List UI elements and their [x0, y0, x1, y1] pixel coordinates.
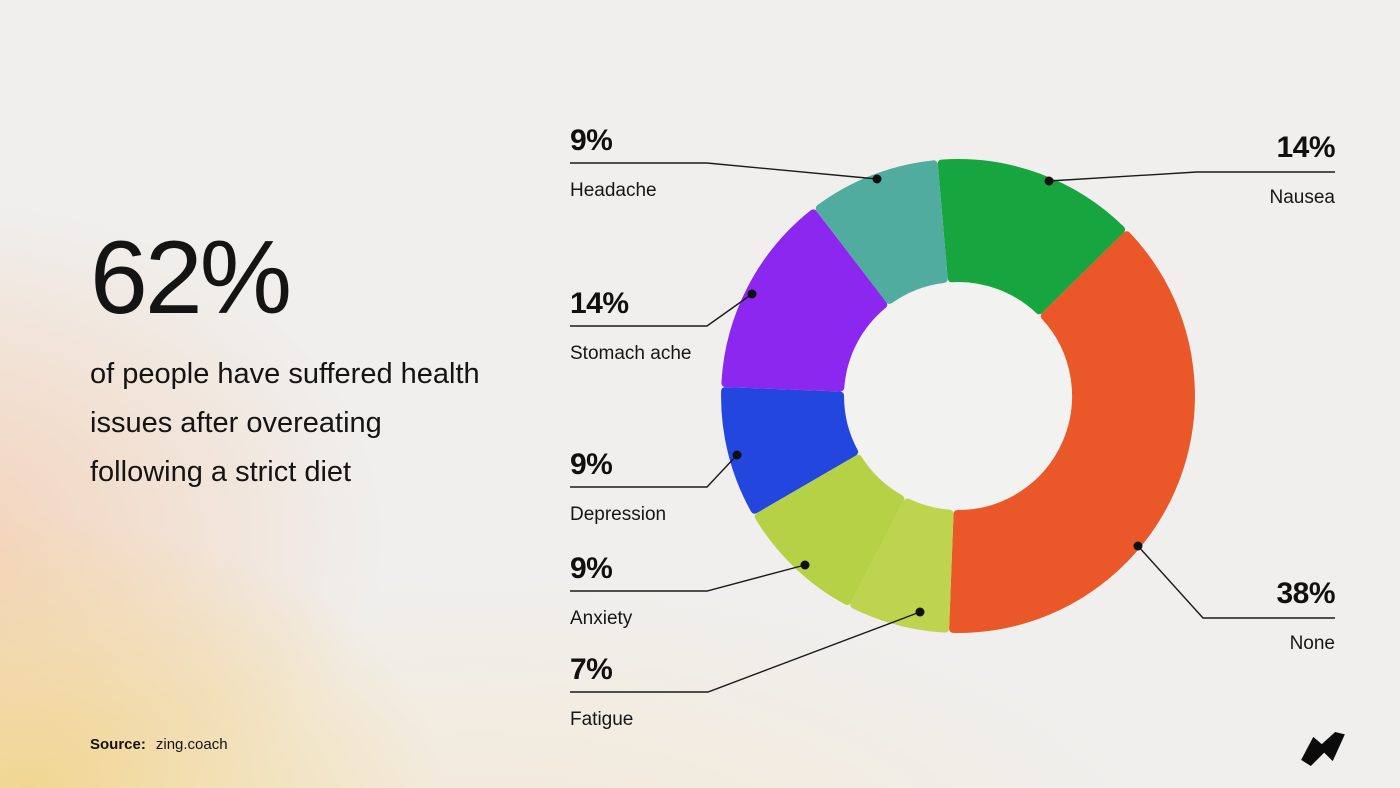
leader-dot-stomach-ache [747, 289, 757, 299]
leader-dot-nausea [1044, 176, 1054, 186]
source-value: zing.coach [155, 736, 228, 753]
leader-line-anxiety [570, 564, 806, 592]
donut-hole [845, 283, 1071, 509]
callout-percent: 14% [1276, 131, 1335, 164]
callout-nausea: 14% Nausea [1270, 131, 1336, 209]
segment-nausea [937, 159, 1126, 315]
segment-anxiety [754, 454, 905, 605]
segment-fatigue [850, 498, 954, 633]
leader-dot-fatigue [915, 607, 925, 617]
callout-percent: 14% [570, 287, 629, 320]
callout-percent: 9% [570, 552, 613, 585]
source-note: Source: zing.coach [90, 736, 228, 753]
leader-dot-anxiety [800, 560, 810, 570]
callout-fatigue: 7% Fatigue [570, 653, 633, 731]
callout-category: None [1289, 633, 1335, 654]
callout-percent: 9% [570, 124, 613, 157]
callout-percent: 38% [1276, 577, 1335, 610]
callout-category: Anxiety [570, 608, 633, 629]
headline-stat: 62% [90, 220, 292, 336]
leader-dot-depression [732, 450, 742, 460]
segment-depression [721, 387, 859, 514]
callout-depression: 9% Depression [570, 448, 666, 526]
callout-category: Nausea [1269, 187, 1336, 208]
segment-stomach-ache [721, 209, 888, 392]
callout-stomach-ache: 14% Stomach ache [570, 287, 691, 365]
leader-line-stomach-ache [570, 293, 753, 327]
leader-line-headache [570, 162, 878, 180]
callout-percent: 7% [570, 653, 613, 686]
source-label: Source: [90, 736, 146, 753]
leader-line-nausea [1048, 171, 1335, 182]
headline-description: of people have suffered health issues af… [90, 358, 480, 488]
segment-none [949, 231, 1195, 633]
zing-zigzag-logo-icon [1300, 732, 1346, 766]
callout-none: 38% None [1276, 577, 1335, 655]
callout-category: Fatigue [570, 709, 634, 730]
leader-line-none [1137, 545, 1335, 619]
callout-category: Stomach ache [570, 343, 692, 364]
segment-headache [815, 160, 948, 304]
callout-anxiety: 9% Anxiety [570, 552, 632, 630]
leader-dot-headache [872, 174, 882, 184]
callout-category: Headache [570, 180, 657, 201]
leader-line-depression [570, 454, 738, 488]
callout-headache: 9% Headache [570, 124, 657, 202]
callout-percent: 9% [570, 448, 613, 481]
leader-dot-none [1133, 541, 1143, 551]
headline-block: 62% of people have suffered health issue… [90, 226, 498, 497]
leader-line-fatigue [570, 611, 921, 693]
callout-category: Depression [570, 504, 667, 525]
